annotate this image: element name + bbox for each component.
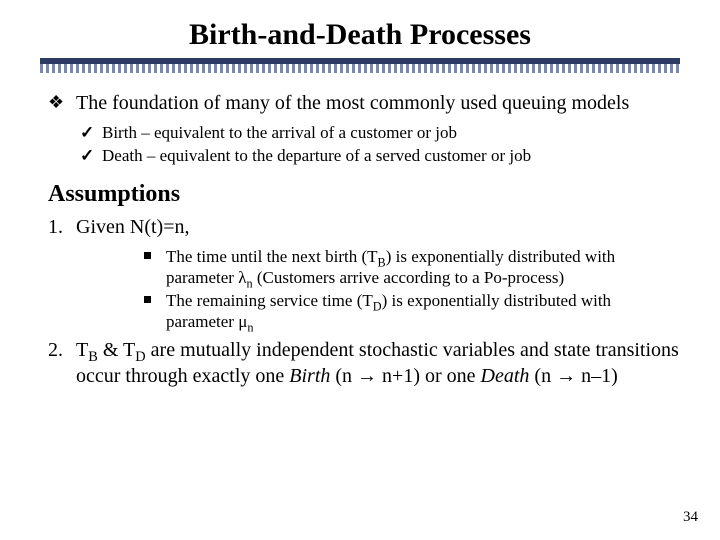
page-title: Birth-and-Death Processes xyxy=(40,18,680,52)
text: Given N(t)=n, xyxy=(76,216,189,238)
subscript: D xyxy=(373,299,382,313)
list-item: Death – equivalent to the departure of a… xyxy=(80,145,680,166)
text: T xyxy=(76,339,88,361)
title-rule xyxy=(40,58,680,73)
square-bullet-list: The time until the next birth (TB) is ex… xyxy=(76,246,680,333)
list-item: Given N(t)=n, The time until the next bi… xyxy=(48,214,680,333)
text: The time until the next birth (T xyxy=(166,247,378,266)
list-item: Birth – equivalent to the arrival of a c… xyxy=(80,122,680,143)
text: & T xyxy=(98,339,135,361)
subscript: n xyxy=(247,321,253,335)
subscript: D xyxy=(135,349,145,365)
subscript: B xyxy=(88,349,98,365)
sub-bullet-list: Birth – equivalent to the arrival of a c… xyxy=(40,122,680,167)
rule-dash-3 xyxy=(40,70,680,73)
assumptions-heading: Assumptions xyxy=(48,181,680,208)
slide: Birth-and-Death Processes The foundation… xyxy=(0,0,720,540)
italic-text: Death xyxy=(481,365,530,387)
text: The remaining service time (T xyxy=(166,291,373,310)
list-item: The foundation of many of the most commo… xyxy=(48,91,680,116)
main-bullet-list: The foundation of many of the most commo… xyxy=(40,91,680,116)
text: (n → n–1) xyxy=(529,365,617,387)
list-item: TB & TD are mutually independent stochas… xyxy=(48,337,680,389)
italic-text: Birth xyxy=(289,365,330,387)
numbered-list: Given N(t)=n, The time until the next bi… xyxy=(40,214,680,389)
list-item: The remaining service time (TD) is expon… xyxy=(144,290,680,333)
text: (Customers arrive according to a Po-proc… xyxy=(253,268,565,287)
text: (n → n+1) or one xyxy=(330,365,480,387)
page-number: 34 xyxy=(683,509,698,526)
list-item: The time until the next birth (TB) is ex… xyxy=(144,246,680,289)
